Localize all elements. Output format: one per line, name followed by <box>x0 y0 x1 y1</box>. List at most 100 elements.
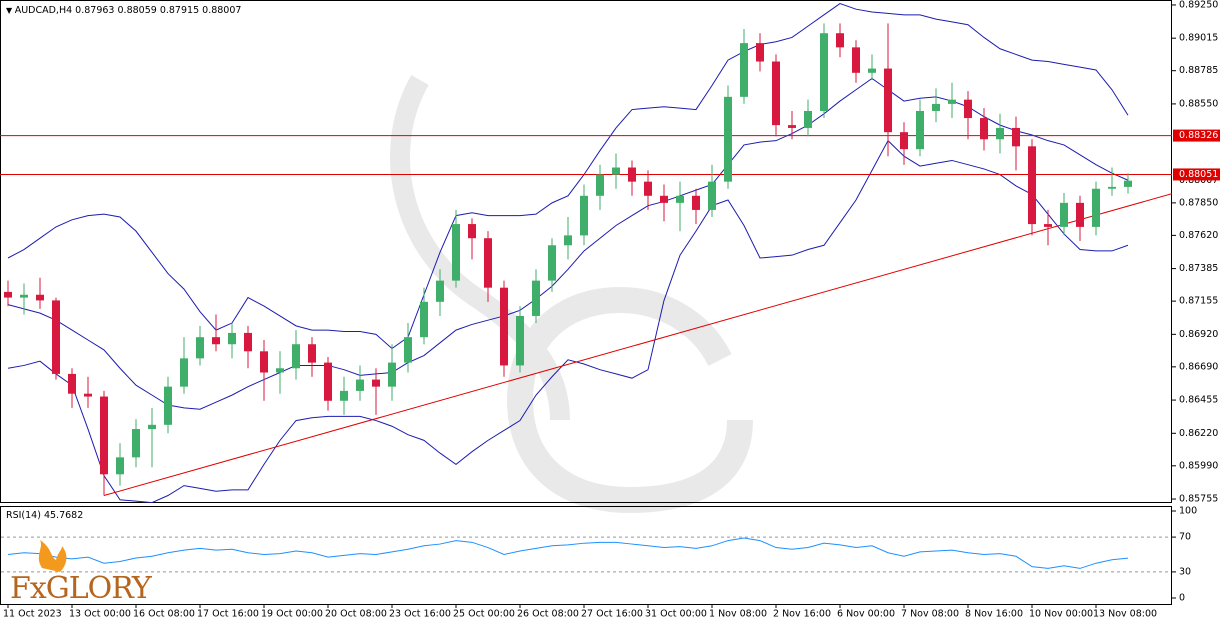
candle-body <box>1124 180 1132 187</box>
candle-body <box>180 358 188 387</box>
candle-body <box>516 315 524 366</box>
y-tick-label: 0.87385 <box>1179 263 1218 274</box>
candle-body <box>196 337 204 359</box>
y-tick-label: 0.86220 <box>1179 428 1218 439</box>
y-tick-label: 0.86455 <box>1179 395 1218 406</box>
candle-body <box>100 396 108 475</box>
candle-body <box>932 103 940 111</box>
candle-body <box>36 294 44 301</box>
candle-body <box>948 99 956 104</box>
candle-body <box>484 238 492 288</box>
rsi-plot <box>1 536 1171 573</box>
candle-body <box>692 195 700 210</box>
candle-body <box>852 47 860 73</box>
candle-body <box>548 245 556 281</box>
x-tick-label: 26 Oct 08:00 <box>517 609 579 620</box>
rsi-tick-label: 100 <box>1179 506 1197 517</box>
candle-body <box>676 195 684 203</box>
candle-body <box>52 300 60 374</box>
y-tick-label: 0.86690 <box>1179 361 1218 372</box>
y-tick-label: 0.88785 <box>1179 65 1218 76</box>
rsi-last: 45.7682 <box>44 510 83 521</box>
candle-body <box>708 181 716 210</box>
header-low: 0.87915 <box>160 5 199 16</box>
candle-body <box>756 43 764 62</box>
y-tick-label: 0.85990 <box>1179 460 1218 471</box>
y-tick-label: 0.88550 <box>1179 98 1218 109</box>
candle-body <box>388 362 396 387</box>
candle-body <box>868 68 876 73</box>
candle-body <box>580 195 588 236</box>
candle-body <box>292 344 300 369</box>
candle-body <box>116 457 124 475</box>
x-tick-label: 1 Nov 08:00 <box>709 609 767 620</box>
candle-body <box>724 96 732 182</box>
main-plot <box>0 2 1172 503</box>
candle-body <box>260 351 268 373</box>
x-tick-label: 16 Oct 08:00 <box>133 609 195 620</box>
candle-body <box>500 287 508 366</box>
header-open: 0.87963 <box>75 5 114 16</box>
candle-body <box>788 125 796 128</box>
x-tick-label: 10 Nov 00:00 <box>1029 609 1093 620</box>
rsi-tick-label: 70 <box>1179 532 1191 543</box>
x-tick-label: 6 Nov 00:00 <box>837 609 895 620</box>
candle-body <box>884 68 892 133</box>
candle-body <box>308 344 316 363</box>
level-box <box>1173 168 1220 181</box>
level-label: 0.88051 <box>1179 169 1218 180</box>
candle-body <box>996 127 1004 140</box>
y-tick-label: 0.89015 <box>1179 33 1218 44</box>
candle-body <box>964 99 972 119</box>
candle-body <box>164 386 172 425</box>
candle-body <box>836 33 844 48</box>
y-tick-label: 0.87850 <box>1179 197 1218 208</box>
candle-body <box>436 280 444 302</box>
candle-body <box>564 235 572 246</box>
logo-flame <box>38 540 67 572</box>
header-close: 0.88007 <box>202 5 241 16</box>
candle-body <box>468 224 476 239</box>
rsi-line <box>7 537 1129 569</box>
logo-text: FxGLORY <box>10 571 153 606</box>
candle-body <box>980 118 988 140</box>
x-tick-label: 31 Oct 00:00 <box>645 609 707 620</box>
rsi-tick-label: 30 <box>1179 566 1191 577</box>
level-box <box>1173 129 1220 142</box>
y-tick-label: 0.86920 <box>1179 329 1218 340</box>
candle-body <box>1060 202 1068 227</box>
x-tick-label: 13 Nov 08:00 <box>1093 609 1157 620</box>
x-tick-label: 19 Oct 00:00 <box>261 609 323 620</box>
candle-body <box>356 379 364 391</box>
x-tick-label: 11 Oct 2023 <box>3 609 62 620</box>
candle-body <box>1012 127 1020 147</box>
candle-body <box>628 167 636 182</box>
rsi-frame <box>0 506 1172 605</box>
x-tick-label: 8 Nov 16:00 <box>965 609 1023 620</box>
x-tick-label: 25 Oct 00:00 <box>453 609 515 620</box>
candle-body <box>132 429 140 458</box>
candle-body <box>612 167 620 175</box>
candle-body <box>1108 186 1116 189</box>
main-frame <box>0 0 1172 503</box>
candle-body <box>68 373 76 394</box>
x-tick-label: 23 Oct 16:00 <box>389 609 451 620</box>
candle-body <box>20 294 28 298</box>
trendline <box>103 193 1172 496</box>
x-tick-label: 27 Oct 16:00 <box>581 609 643 620</box>
candle-body <box>660 195 668 203</box>
candle-body <box>420 301 428 338</box>
candle-body <box>228 332 236 345</box>
x-tick-label: 7 Nov 08:00 <box>901 609 959 620</box>
rsi-tick-label: 0 <box>1179 593 1185 604</box>
candle-body <box>324 362 332 401</box>
candle-body <box>4 291 12 298</box>
level-label: 0.88326 <box>1179 130 1218 141</box>
axes: 0.89250 0.89015 0.88785 0.88550 0.87850 0.876… <box>3 0 1220 620</box>
band-lower <box>7 139 1129 503</box>
candle-body <box>916 110 924 150</box>
candle-body <box>1092 188 1100 227</box>
candle-body <box>212 337 220 345</box>
